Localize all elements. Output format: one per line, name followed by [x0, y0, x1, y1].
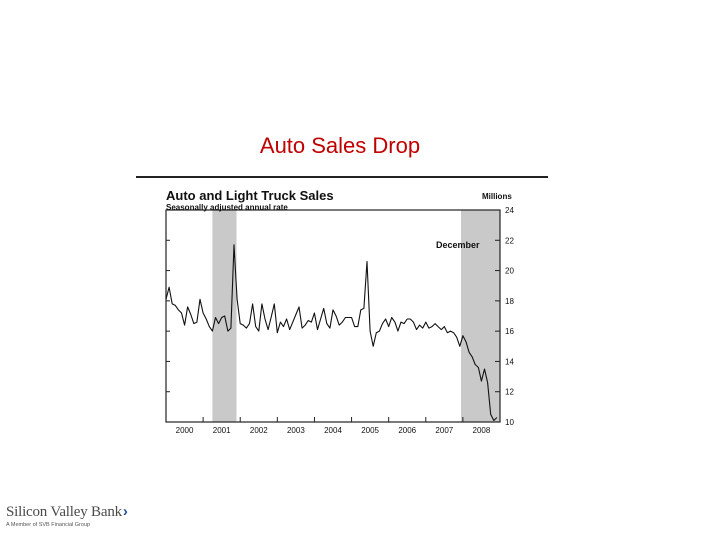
y-tick-label: 12 — [505, 388, 514, 397]
x-tick-label: 2003 — [287, 426, 305, 435]
y-tick-label: 24 — [505, 206, 514, 215]
y-tick-label: 22 — [505, 236, 514, 245]
y-tick-label: 16 — [505, 327, 514, 336]
x-tick-label: 2006 — [398, 426, 416, 435]
axes: 10 12 14 16 18 20 22 24 2000 2001 2002 2003 2004 2005… — [165, 206, 514, 435]
chart-subtitle: Seasonally adjusted annual rate — [166, 203, 288, 212]
line-chart: 10 12 14 16 18 20 22 24 2000 2001 2002 2003 2004 2005… — [136, 176, 548, 435]
series-line — [165, 244, 498, 422]
x-tick-label: 2004 — [324, 426, 342, 435]
y-tick-label: 20 — [505, 267, 514, 276]
chevron-right-icon: › — [122, 503, 128, 520]
y-tick-label: 18 — [505, 297, 514, 306]
logo-tagline: A Member of SVB Financial Group — [6, 522, 91, 528]
x-tick-label: 2008 — [473, 426, 491, 435]
x-tick-label: 2005 — [361, 426, 379, 435]
recession-bands — [212, 210, 500, 422]
y-axis-label: Millions — [482, 192, 512, 201]
annotation-december: December — [436, 240, 480, 250]
x-tick-label: 2000 — [176, 426, 194, 435]
logo-name: Silicon Valley Bank — [6, 504, 122, 520]
recession-band-2 — [461, 210, 500, 422]
chart-figure: 10 12 14 16 18 20 22 24 2000 2001 2002 2003 2004 2005… — [136, 174, 550, 436]
x-tick-label: 2007 — [435, 426, 453, 435]
y-tick-label: 10 — [505, 418, 514, 427]
plot-frame — [165, 209, 501, 423]
x-tick-label: 2001 — [213, 426, 231, 435]
y-tick-label: 14 — [505, 357, 514, 366]
silicon-valley-bank-logo: Silicon Valley Bank› A Member of SVB Fin… — [6, 503, 128, 528]
chart-title: Auto and Light Truck Sales — [166, 188, 334, 203]
slide-title: Auto Sales Drop — [259, 133, 421, 158]
x-tick-label: 2002 — [250, 426, 268, 435]
